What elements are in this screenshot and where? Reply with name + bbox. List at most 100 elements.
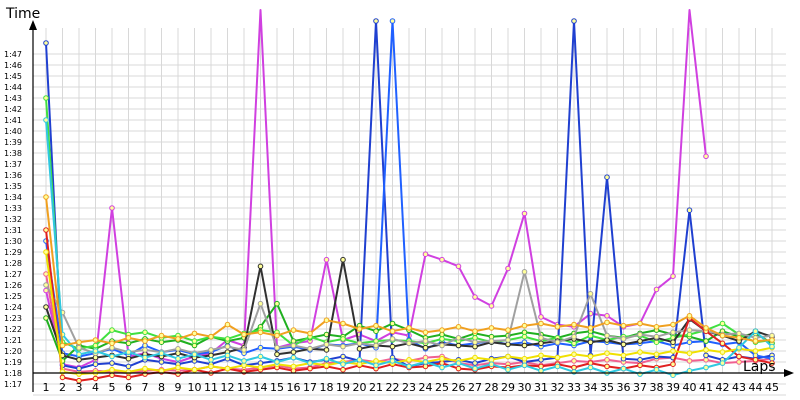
data-point bbox=[587, 325, 594, 331]
y-tick-label: 1:40 bbox=[4, 127, 22, 136]
y-tick-label: 1:47 bbox=[4, 50, 22, 59]
data-point bbox=[455, 335, 462, 341]
data-point bbox=[538, 340, 544, 347]
data-point bbox=[92, 342, 99, 349]
data-point bbox=[191, 366, 198, 373]
data-point bbox=[686, 327, 693, 333]
y-tick-label: 1:24 bbox=[4, 303, 22, 312]
data-point bbox=[472, 354, 478, 361]
data-point bbox=[257, 344, 264, 351]
x-tick-label: 36 bbox=[617, 381, 631, 394]
data-point bbox=[307, 330, 313, 337]
data-point bbox=[373, 328, 379, 335]
x-tick-label: 45 bbox=[765, 381, 779, 394]
data-point bbox=[43, 282, 49, 288]
y-tick-label: 1:36 bbox=[4, 171, 22, 180]
data-point bbox=[505, 366, 511, 373]
x-tick-label: 1 bbox=[43, 381, 50, 394]
x-tick-label: 25 bbox=[435, 381, 449, 394]
y-tick-label: 1:25 bbox=[4, 292, 22, 301]
y-tick-label: 1:44 bbox=[4, 83, 22, 92]
data-point bbox=[736, 353, 742, 360]
data-point bbox=[422, 338, 429, 344]
data-point bbox=[290, 354, 297, 361]
data-point bbox=[142, 365, 148, 372]
data-point bbox=[637, 349, 643, 355]
data-point bbox=[92, 348, 99, 354]
data-point bbox=[439, 364, 445, 371]
series-10 bbox=[43, 249, 775, 377]
data-point bbox=[323, 355, 330, 362]
data-point bbox=[142, 354, 148, 361]
data-point bbox=[290, 349, 297, 355]
data-point bbox=[703, 352, 709, 359]
y-tick-label: 1:26 bbox=[4, 281, 22, 290]
data-point bbox=[736, 335, 742, 341]
data-point bbox=[472, 365, 478, 372]
x-tick-label: 35 bbox=[600, 381, 614, 394]
data-point bbox=[406, 340, 412, 347]
data-point bbox=[323, 256, 330, 263]
x-tick-label: 16 bbox=[287, 381, 301, 394]
data-point bbox=[670, 348, 676, 354]
data-point bbox=[224, 336, 231, 342]
data-point bbox=[356, 346, 363, 352]
data-point bbox=[43, 304, 49, 310]
data-point bbox=[257, 300, 264, 307]
y-tick-label: 1:34 bbox=[4, 193, 22, 202]
data-point bbox=[389, 328, 396, 335]
data-point bbox=[637, 362, 643, 369]
data-point bbox=[76, 365, 82, 372]
data-point bbox=[208, 363, 214, 370]
y-tick-label: 1:43 bbox=[4, 94, 22, 103]
data-point bbox=[76, 339, 82, 346]
grid-lines bbox=[33, 28, 786, 396]
data-point bbox=[175, 336, 181, 342]
data-point bbox=[92, 375, 99, 382]
x-tick-label: 18 bbox=[320, 381, 334, 394]
data-point bbox=[455, 365, 462, 372]
x-tick-labels: 1 2 3 4 5 6 7 8 9 10 11 12 13 14 15 16 17 18 19 20 21 22 23 24 2… bbox=[43, 381, 780, 394]
y-tick-label: 1:27 bbox=[4, 270, 22, 279]
x-tick-label: 31 bbox=[534, 381, 548, 394]
x-tick-label: 43 bbox=[732, 381, 746, 394]
x-tick-label: 24 bbox=[419, 381, 433, 394]
x-tick-label: 10 bbox=[188, 381, 202, 394]
data-point bbox=[125, 349, 132, 355]
data-point bbox=[356, 326, 363, 332]
data-point bbox=[653, 366, 660, 373]
data-point bbox=[274, 344, 280, 351]
data-point bbox=[389, 336, 396, 342]
data-point bbox=[571, 321, 577, 328]
data-point bbox=[43, 117, 49, 123]
y-tick-label: 1:45 bbox=[4, 72, 22, 81]
data-point bbox=[125, 355, 132, 362]
data-point bbox=[274, 351, 280, 358]
data-point bbox=[571, 351, 577, 358]
data-point bbox=[538, 314, 544, 320]
y-tick-label: 1:21 bbox=[4, 336, 22, 345]
data-point bbox=[340, 366, 346, 373]
data-point bbox=[76, 357, 82, 363]
data-point bbox=[472, 294, 478, 300]
x-tick-label: 9 bbox=[175, 381, 182, 394]
data-point bbox=[686, 313, 693, 319]
data-point bbox=[736, 359, 742, 365]
data-point bbox=[257, 329, 264, 336]
data-point bbox=[389, 18, 396, 24]
data-point bbox=[719, 340, 726, 347]
y-tick-label: 1:41 bbox=[4, 116, 22, 125]
x-tick-label: 3 bbox=[76, 381, 83, 394]
data-point bbox=[191, 338, 198, 344]
data-point bbox=[307, 346, 313, 352]
x-tick-label: 19 bbox=[336, 381, 350, 394]
data-point bbox=[620, 365, 627, 372]
data-point bbox=[521, 333, 528, 340]
x-tick-label: 30 bbox=[518, 381, 532, 394]
x-tick-label: 28 bbox=[485, 381, 499, 394]
series-layer bbox=[43, 9, 775, 384]
data-point bbox=[389, 343, 396, 350]
data-point bbox=[653, 351, 660, 358]
data-point bbox=[703, 364, 709, 371]
data-point bbox=[290, 342, 297, 349]
